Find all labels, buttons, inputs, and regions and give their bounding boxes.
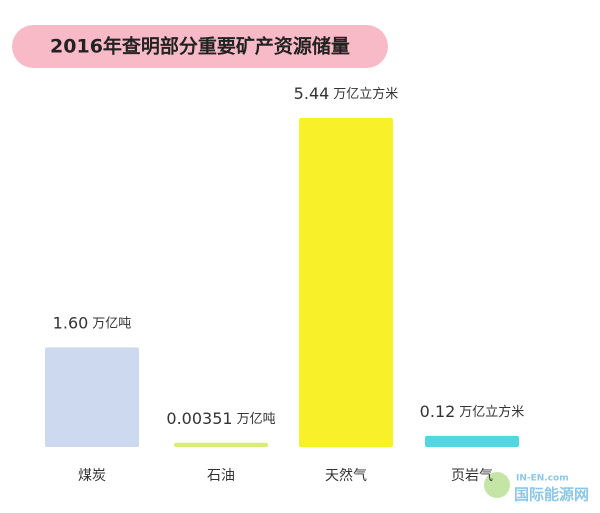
bar [45, 347, 139, 448]
x-tick-label: 煤炭 [78, 468, 106, 484]
chart-title: 2016年查明部分重要矿产资源储量 [50, 35, 350, 58]
data-label: 1.60 万亿吨 [53, 313, 132, 332]
data-label: 0.12 万亿立方米 [420, 401, 525, 420]
bar [299, 118, 393, 447]
bar [425, 435, 519, 447]
title-pill [12, 25, 388, 68]
data-label-unit: 万亿吨 [237, 411, 276, 426]
data-label-value: 5.44 [294, 84, 330, 103]
x-tick-label: 天然气 [325, 467, 367, 484]
x-tick-label: 页岩气 [451, 468, 493, 484]
data-label-unit: 万亿立方米 [459, 403, 524, 419]
watermark-name: 国际能源网 [514, 486, 589, 504]
data-label-value: 0.00351 [166, 408, 232, 427]
data-label-value: 0.12 [420, 401, 456, 420]
data-label: 0.00351 万亿吨 [166, 408, 275, 427]
watermark-logo [484, 472, 510, 498]
data-label: 5.44 万亿立方米 [294, 84, 399, 103]
x-tick-label: 石油 [207, 468, 235, 484]
watermark-domain: IN-EN.com [516, 474, 569, 484]
data-label-value: 1.60 [53, 313, 89, 332]
data-label-unit: 万亿吨 [92, 316, 131, 331]
data-label-unit: 万亿立方米 [333, 86, 398, 102]
